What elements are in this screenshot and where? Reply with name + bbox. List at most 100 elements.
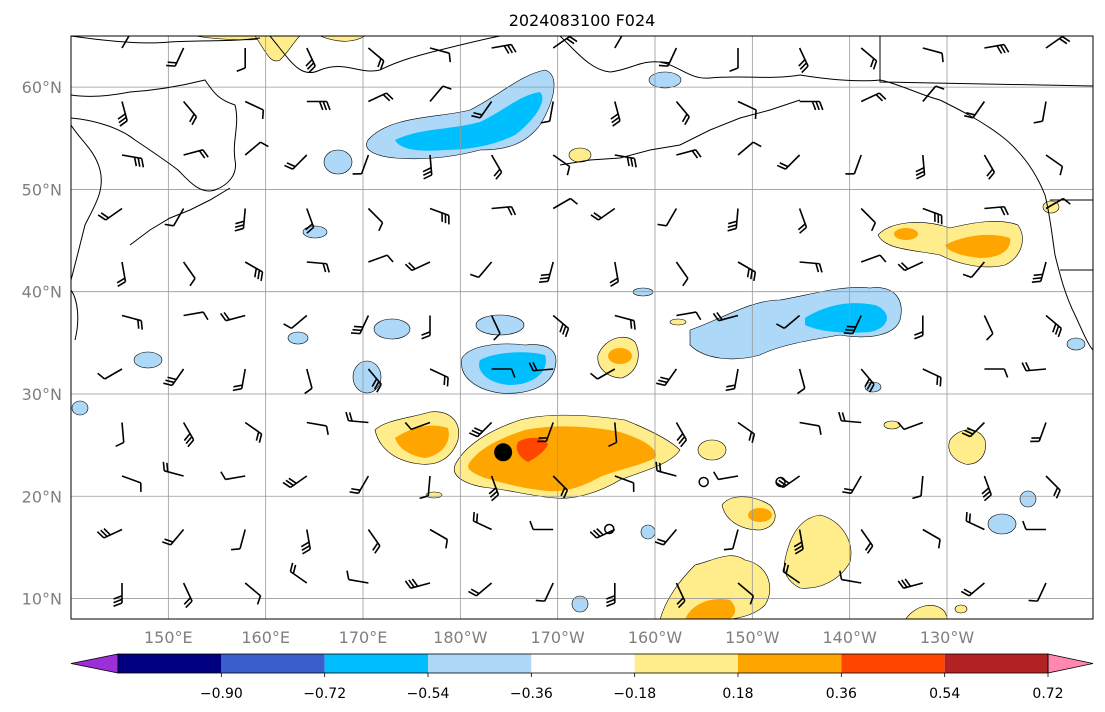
wind-barb: [962, 261, 986, 279]
positive-anomaly-east-small: [948, 429, 986, 465]
colorbar-segment: [634, 654, 738, 673]
wind-barb: [529, 520, 554, 531]
wind-barb: [797, 208, 808, 234]
longitude-tick-label: 170°E: [339, 628, 388, 647]
wind-barb: [922, 85, 945, 103]
wind-barb: [1045, 154, 1064, 176]
wind-barb: [984, 43, 1010, 54]
wind-barb: [984, 368, 1009, 378]
wind-barb: [842, 475, 862, 495]
wind-barb: [845, 154, 862, 175]
wind-barb: [675, 100, 690, 126]
wind-barb: [656, 368, 678, 387]
wind-barb: [488, 475, 500, 502]
wind-barb: [922, 207, 943, 225]
wind-barb: [429, 85, 452, 103]
wind-barb: [367, 368, 382, 393]
wind-barb: [912, 475, 924, 500]
positive-anomaly-north-edge-2: [319, 36, 366, 42]
wind-barb: [306, 261, 330, 273]
coastline-alaska-west: [269, 36, 501, 74]
wind-barb: [404, 578, 431, 589]
wind-barb: [860, 207, 877, 232]
coastline-okhotsk-sakhalin: [71, 124, 102, 281]
negative-anomaly-small-15: [640, 524, 656, 540]
negative-anomaly-small-3: [475, 314, 525, 336]
wind-barb: [915, 154, 926, 180]
colorbar-segment: [118, 654, 222, 673]
positive-anomaly-regions: [194, 36, 1060, 619]
wind-barb: [737, 100, 757, 119]
wind-barb: [1021, 361, 1047, 372]
wind-barb: [552, 475, 569, 499]
wind-barb: [737, 261, 757, 282]
border-alaska-canada: [879, 36, 1093, 87]
coastline-aleutians: [559, 99, 801, 166]
colorbar-tick-label: −0.18: [613, 686, 656, 702]
wind-barb: [230, 529, 246, 551]
negative-anomaly-small-11: [71, 400, 89, 416]
wind-barb: [1045, 36, 1071, 49]
wind-barb: [419, 475, 431, 500]
wind-barb: [606, 583, 616, 607]
wind-barb: [121, 36, 130, 49]
wind-barb: [964, 101, 986, 119]
wind-barb: [737, 582, 755, 605]
map-gridlines: [71, 36, 1093, 619]
wind-barb: [282, 475, 308, 489]
negative-anomaly-pacific-east-core: [805, 303, 887, 333]
colorbar-tick-label: 0.72: [1032, 686, 1063, 702]
wind-barb: [965, 512, 985, 531]
wind-barb: [552, 154, 571, 176]
wind-barb: [182, 422, 195, 448]
wind-barb: [244, 100, 265, 119]
wind-barb: [468, 421, 493, 438]
wind-barb: [793, 529, 804, 555]
wind-barb: [300, 529, 312, 555]
wind-barb: [244, 582, 262, 605]
map-frame: [70, 35, 1094, 620]
negative-anomaly-small-8: [1019, 490, 1037, 508]
wind-barb: [116, 261, 127, 287]
wind-barb: [182, 582, 193, 609]
positive-anomaly-alaska: [254, 36, 301, 62]
positive-anomaly-midlat-core: [608, 348, 632, 364]
wind-barb: [776, 154, 801, 170]
colorbar-tick-label: 0.36: [826, 686, 857, 702]
wind-barb: [1030, 422, 1047, 443]
wind-barb: [843, 315, 862, 335]
circle-marker: [698, 476, 709, 488]
figure-title: 2024083100 F024: [509, 11, 656, 30]
positive-anomaly-northeast-core: [945, 234, 1011, 258]
negative-anomaly-small-7: [987, 513, 1017, 535]
wind-barb: [983, 315, 994, 341]
wind-barb: [345, 411, 369, 424]
coastline-japan: [71, 289, 79, 341]
coastline-chukotka: [71, 36, 261, 44]
wind-barb: [367, 529, 381, 554]
positive-anomaly-small-6: [954, 604, 968, 614]
wind-barb: [429, 528, 449, 549]
colorbar-segment: [324, 654, 428, 673]
wind-barb: [589, 528, 616, 539]
colorbar-segment: [221, 654, 325, 673]
wind-barb: [1033, 101, 1047, 124]
positive-anomaly-storm-core: [468, 426, 656, 492]
latitude-tick-label: 20°N: [22, 487, 62, 506]
wind-barb: [421, 315, 431, 340]
wind-barb: [182, 261, 196, 287]
wind-barb: [468, 582, 493, 597]
wind-barb: [922, 368, 942, 387]
wind-barb: [1031, 261, 1047, 284]
wind-barb: [658, 47, 678, 67]
wind-barb: [614, 314, 636, 330]
wind-barb: [860, 529, 874, 554]
wind-barb: [163, 368, 185, 387]
wind-barb: [115, 422, 125, 448]
wind-barb: [162, 461, 184, 477]
wind-barb: [723, 529, 739, 551]
negative-anomaly-small-10: [287, 331, 309, 345]
wind-barb: [97, 207, 123, 221]
colorbar-tick-label: 0.18: [722, 686, 753, 702]
